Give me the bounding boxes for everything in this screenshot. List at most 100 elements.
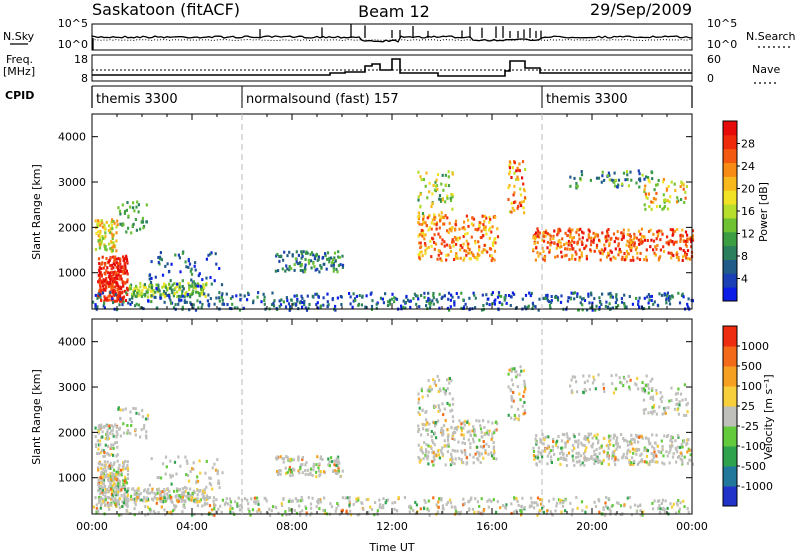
echo-cell — [488, 220, 491, 224]
echo-cell — [546, 298, 549, 302]
echo-cell — [152, 498, 155, 502]
echo-cell — [444, 463, 447, 467]
echo-cell — [662, 206, 666, 210]
echo-cell — [98, 427, 101, 431]
echo-cell — [623, 302, 626, 305]
echo-cell — [189, 487, 192, 491]
echo-cell — [124, 267, 127, 271]
echo-cell — [549, 510, 552, 514]
echo-cell — [587, 458, 590, 461]
colorbar-tick-label: 4 — [741, 273, 748, 286]
echo-cell — [119, 513, 122, 517]
echo-cell — [288, 507, 291, 511]
echo-cell — [667, 185, 670, 188]
echo-cell — [432, 441, 435, 445]
echo-cell — [357, 496, 360, 500]
echo-cell — [289, 474, 292, 478]
echo-cell — [585, 458, 588, 462]
velocity-data — [92, 365, 694, 517]
echo-cell — [611, 456, 614, 460]
echo-cell — [472, 217, 476, 221]
echo-cell — [521, 160, 525, 164]
echo-cell — [513, 208, 516, 212]
echo-cell — [554, 443, 558, 447]
echo-cell — [433, 247, 436, 251]
echo-cell — [519, 365, 522, 369]
echo-cell — [488, 228, 491, 232]
echo-cell — [336, 470, 339, 474]
echo-cell — [661, 395, 664, 399]
echo-cell — [195, 481, 198, 485]
y-tick-label: 3000 — [58, 381, 86, 394]
echo-cell — [421, 254, 424, 258]
echo-cell — [97, 500, 101, 504]
echo-cell — [112, 270, 115, 274]
echo-cell — [530, 500, 533, 504]
echo-cell — [660, 501, 663, 505]
echo-cell — [192, 303, 195, 307]
echo-cell — [473, 433, 476, 437]
echo-cell — [466, 420, 469, 424]
echo-cell — [465, 456, 468, 460]
echo-cell — [130, 301, 134, 304]
echo-cell — [581, 509, 584, 513]
echo-cell — [432, 302, 435, 306]
echo-cell — [635, 181, 638, 185]
echo-cell — [646, 239, 649, 242]
echo-cell — [318, 270, 321, 274]
echo-cell — [521, 404, 524, 408]
echo-cell — [206, 496, 210, 500]
echo-cell — [185, 290, 188, 294]
echo-cell — [643, 258, 646, 262]
echo-cell — [686, 305, 690, 309]
echo-cell — [582, 374, 585, 378]
echo-cell — [617, 304, 620, 308]
echo-cell — [418, 222, 421, 226]
echo-cell — [127, 226, 130, 230]
echo-cell — [522, 394, 525, 398]
echo-cell — [421, 231, 425, 235]
echo-cell — [427, 462, 430, 466]
echo-cell — [586, 238, 589, 242]
echo-cell — [122, 461, 125, 465]
echo-cell — [537, 450, 540, 454]
echo-cell — [661, 232, 664, 236]
echo-cell — [453, 236, 456, 240]
echo-cell — [515, 370, 518, 374]
echo-cell — [124, 503, 127, 507]
echo-cell — [179, 464, 182, 468]
echo-cell — [288, 250, 291, 254]
echo-cell — [521, 176, 524, 180]
echo-cell — [103, 451, 106, 454]
echo-cell — [444, 214, 447, 218]
echo-cell — [584, 437, 587, 441]
echo-cell — [277, 471, 280, 475]
echo-cell — [442, 429, 445, 433]
echo-cell — [127, 301, 130, 305]
echo-cell — [191, 282, 194, 286]
echo-cell — [490, 259, 493, 263]
echo-cell — [655, 183, 658, 187]
echo-cell — [668, 451, 671, 455]
echo-cell — [424, 501, 427, 505]
echo-cell — [323, 509, 326, 513]
echo-cell — [512, 193, 515, 197]
echo-cell — [451, 435, 454, 439]
echo-cell — [136, 288, 139, 292]
echo-cell — [510, 210, 513, 214]
echo-cell — [150, 294, 153, 298]
echo-cell — [137, 488, 140, 492]
echo-cell — [451, 457, 454, 461]
echo-cell — [428, 181, 431, 185]
echo-cell — [276, 252, 279, 256]
echo-cell — [94, 443, 98, 447]
echo-cell — [661, 445, 664, 448]
echo-cell — [120, 269, 123, 273]
echo-cell — [528, 291, 531, 295]
echo-cell — [535, 442, 538, 446]
echo-cell — [522, 412, 525, 416]
echo-cell — [436, 300, 439, 304]
echo-cell — [132, 289, 135, 292]
echo-cell — [137, 494, 140, 498]
